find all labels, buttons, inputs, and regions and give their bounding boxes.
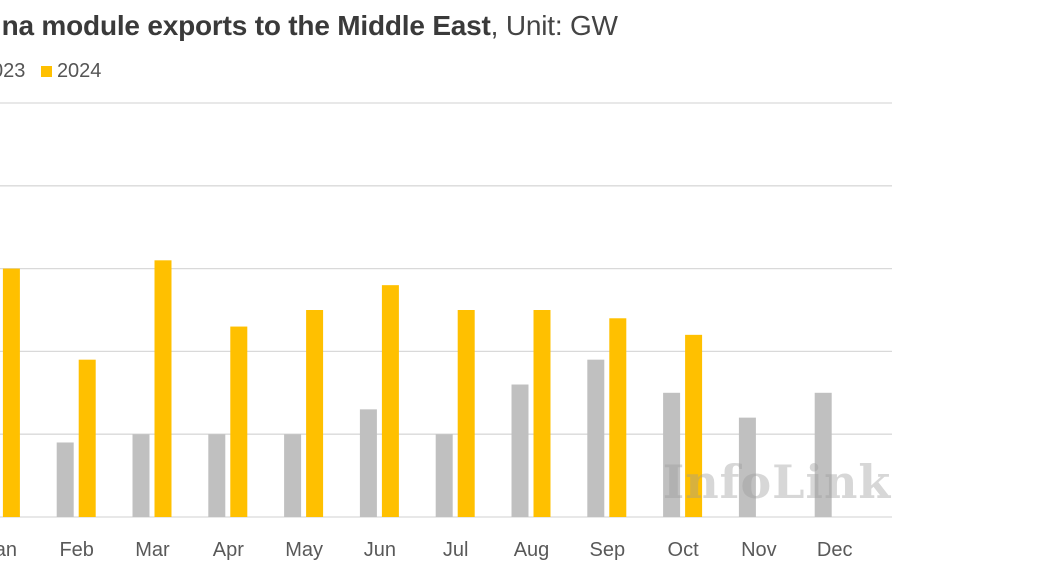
bar-023-apr — [208, 434, 226, 517]
x-tick-label: Nov — [741, 539, 777, 561]
bar-2024-feb — [78, 359, 96, 517]
bar-2024-may — [306, 310, 324, 517]
bar-2024-oct — [685, 334, 703, 517]
x-tick-label: Jul — [443, 539, 469, 561]
legend-label-2024: 2024 — [56, 60, 102, 82]
bar-023-aug — [511, 384, 529, 517]
bar-023-oct — [663, 392, 681, 517]
x-tick-label: Dec — [817, 539, 853, 561]
x-tick-label: Apr — [213, 539, 244, 561]
bar-2024-jan — [2, 268, 20, 517]
legend-label-2023: 023 — [0, 60, 26, 82]
x-tick-label: Jan — [0, 539, 17, 561]
x-tick-label: May — [285, 539, 323, 561]
legend-swatch-2024 — [40, 66, 52, 77]
bar-023-sep — [587, 359, 605, 517]
chart-title-bold: ina module exports to the Middle East — [0, 10, 491, 41]
bar-023-mar — [132, 434, 150, 517]
legend-item-2024: 2024 — [40, 60, 102, 83]
legend-item-2023: 023 — [0, 60, 25, 83]
bar-023-feb — [56, 442, 74, 517]
bar-023-nov — [738, 417, 756, 517]
bar-023-jul — [435, 434, 453, 517]
bar-2024-mar — [154, 260, 172, 517]
x-tick-label: Mar — [135, 539, 170, 561]
bar-2024-sep — [609, 318, 627, 517]
x-tick-label: Oct — [668, 539, 700, 561]
x-tick-label: Jun — [364, 539, 396, 561]
bar-2024-aug — [533, 310, 551, 517]
infolink-watermark: InfoLink — [663, 455, 892, 509]
x-tick-label: Feb — [59, 539, 93, 561]
chart-title-unit: , Unit: GW — [490, 10, 618, 41]
x-tick-label: Aug — [514, 539, 550, 561]
x-tick-label: Sep — [590, 539, 626, 561]
chart-legend: 023 2024 — [0, 60, 111, 83]
bar-023-dec — [814, 392, 832, 517]
bar-023-may — [284, 434, 302, 517]
bar-023-jun — [359, 409, 377, 517]
bar-2024-jul — [457, 310, 475, 517]
bar-2024-jun — [381, 285, 399, 517]
bar-2024-apr — [230, 326, 248, 517]
chart-title: ina module exports to the Middle East, U… — [0, 10, 618, 42]
